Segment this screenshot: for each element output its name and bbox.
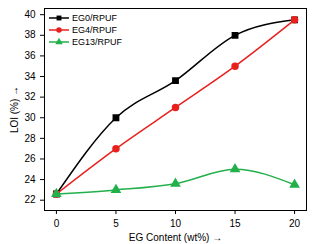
svg-text:0: 0 — [54, 218, 60, 229]
svg-text:26: 26 — [24, 153, 36, 164]
svg-text:38: 38 — [24, 29, 36, 40]
svg-text:28: 28 — [24, 133, 36, 144]
svg-text:36: 36 — [24, 50, 36, 61]
svg-text:EG Content (wt%) →: EG Content (wt%) → — [129, 232, 222, 243]
svg-text:24: 24 — [24, 174, 36, 185]
svg-text:15: 15 — [229, 218, 241, 229]
svg-text:20: 20 — [289, 218, 301, 229]
svg-text:34: 34 — [24, 71, 36, 82]
svg-text:30: 30 — [24, 112, 36, 123]
svg-text:LOI (%) →: LOI (%) → — [9, 86, 20, 133]
svg-text:40: 40 — [24, 9, 36, 20]
svg-text:32: 32 — [24, 91, 36, 102]
svg-text:5: 5 — [113, 218, 119, 229]
html-text:EG13/RPUF: EG13/RPUF — [72, 37, 122, 47]
html-text:EG4/RPUF: EG4/RPUF — [72, 25, 117, 35]
svg-text:22: 22 — [24, 194, 36, 205]
svg-text:10: 10 — [170, 218, 182, 229]
html-text:EG0/RPUF: EG0/RPUF — [72, 13, 117, 23]
